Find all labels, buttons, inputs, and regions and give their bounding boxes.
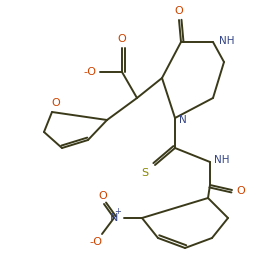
Text: NH: NH bbox=[219, 36, 235, 46]
Text: O: O bbox=[99, 191, 107, 201]
Text: N: N bbox=[110, 213, 118, 223]
Text: O: O bbox=[175, 6, 183, 16]
Text: O: O bbox=[52, 98, 60, 108]
Text: O: O bbox=[118, 34, 127, 44]
Text: -O: -O bbox=[84, 67, 97, 77]
Text: S: S bbox=[141, 168, 148, 178]
Text: NH: NH bbox=[214, 155, 230, 165]
Text: O: O bbox=[236, 186, 245, 196]
Text: -O: -O bbox=[89, 237, 103, 247]
Text: N: N bbox=[179, 115, 187, 125]
Text: +: + bbox=[115, 206, 122, 215]
